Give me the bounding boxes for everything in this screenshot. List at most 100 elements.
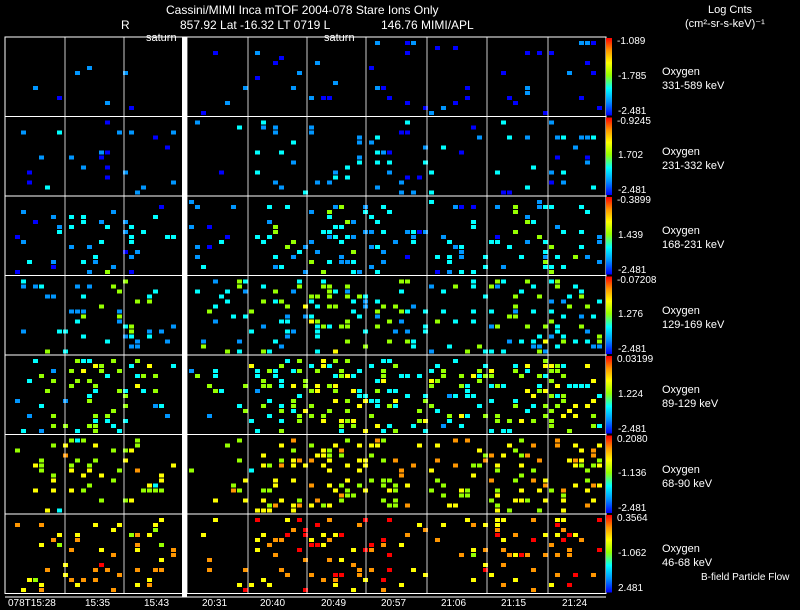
data-cell [87,463,92,468]
data-cell [411,240,416,244]
data-cell [507,553,512,557]
data-cell [273,289,278,294]
data-cell [573,145,578,150]
data-cell [597,458,602,463]
data-cell [363,458,368,463]
data-cell [459,488,464,493]
data-cell [27,180,32,185]
data-cell [495,533,500,537]
data-cell [219,170,224,175]
data-cell [423,394,428,398]
data-cell [255,369,260,373]
data-cell [117,369,122,373]
data-cell [585,135,590,140]
data-cell [261,324,266,329]
data-cell [543,404,548,408]
data-cell [153,483,158,488]
data-cell [525,369,530,373]
colorbar-max-label: -0.9245 [617,115,651,127]
data-cell [501,120,506,125]
data-cell [255,170,260,175]
data-cell [117,573,122,577]
data-cell [201,111,206,115]
data-cell [339,424,344,428]
data-cell [315,329,320,334]
data-cell [519,419,524,423]
data-cell [141,374,146,378]
bfield-legend: B-field Particle Flow [701,572,790,583]
data-cell [291,255,296,259]
data-cell [33,284,38,289]
data-cell [477,374,482,378]
data-cell [555,324,560,329]
data-cell [339,255,344,259]
data-cell [411,304,416,309]
data-cell [321,284,326,289]
data-cell [297,498,302,503]
data-cell [561,488,566,493]
data-cell [123,448,128,453]
data-cell [291,140,296,145]
data-cell [375,424,380,428]
data-cell [135,468,140,473]
data-cell [339,453,344,458]
data-cell [279,379,284,383]
data-cell [405,339,410,344]
data-cell [351,389,356,393]
data-cell [363,518,368,522]
data-cell [81,309,86,314]
data-cell [141,389,146,393]
data-cell [333,81,338,85]
data-cell [75,379,80,383]
data-cell [591,498,596,503]
data-cell [405,374,410,378]
data-cell [459,245,464,249]
data-cell [351,563,356,567]
data-cell [105,568,110,572]
data-cell [525,498,530,503]
data-cell [297,414,302,418]
data-cell [369,399,374,403]
data-cell [267,399,272,403]
data-cell [489,384,494,388]
data-cell [525,324,530,329]
data-cell [375,270,380,274]
data-cell [279,150,284,155]
l-readout: 146.76 MIMI/APL [381,18,474,32]
data-cell [567,533,572,537]
data-cell [87,66,92,70]
data-cell [327,215,332,219]
data-cell [339,483,344,488]
data-cell [489,284,494,289]
data-cell [273,180,278,185]
data-cell [153,289,158,294]
data-cell [435,538,440,542]
data-cell [405,120,410,125]
data-cell [51,424,56,428]
data-cell [597,483,602,488]
data-cell [495,503,500,508]
data-cell [531,404,536,408]
data-cell [363,304,368,309]
data-cell [279,384,284,388]
data-cell [57,96,62,100]
data-cell [435,478,440,483]
data-cell [357,404,362,408]
data-cell [321,364,326,368]
data-cell [513,230,518,234]
data-cell [93,458,98,463]
data-cell [135,543,140,547]
data-cell [363,230,368,234]
data-cell [579,294,584,299]
data-cell [309,389,314,393]
data-cell [147,299,152,304]
data-cell [351,548,356,552]
data-cell [417,419,422,423]
data-cell [135,548,140,552]
data-cell [351,493,356,498]
data-cell [273,339,278,344]
data-cell [411,568,416,572]
data-cell [345,260,350,264]
data-cell [315,61,320,65]
data-cell [273,225,278,229]
